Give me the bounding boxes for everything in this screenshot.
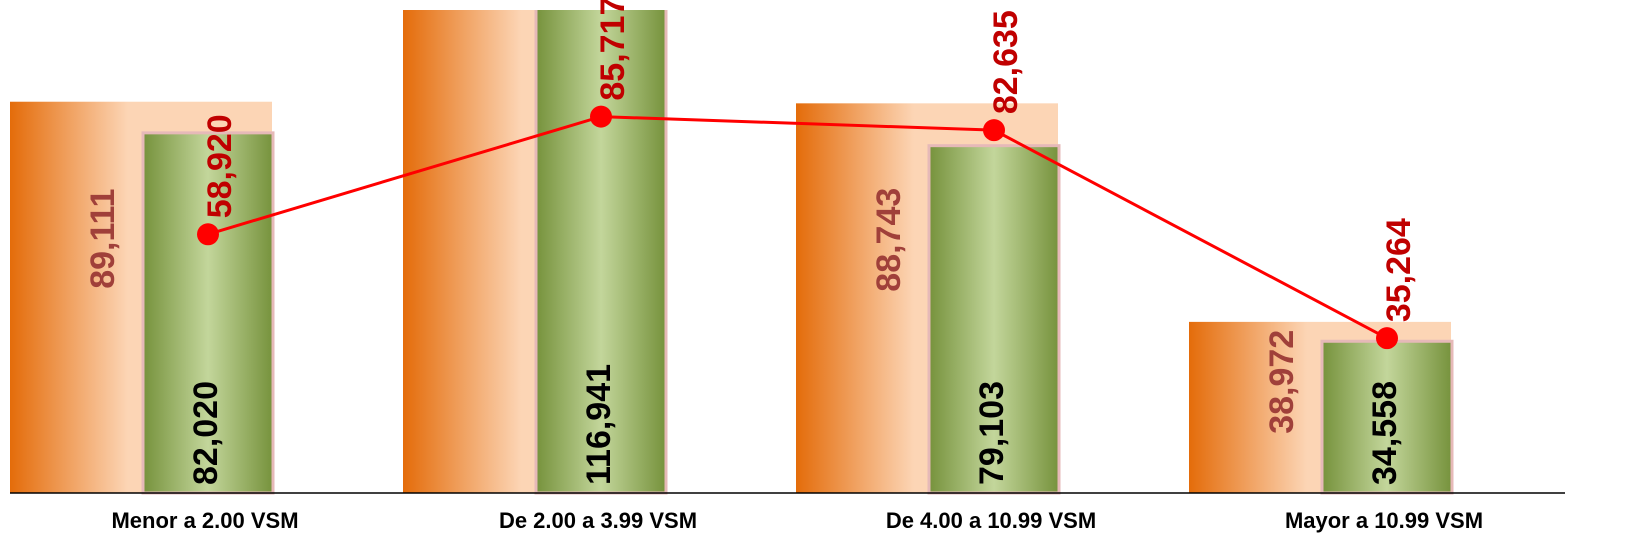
data-label: 82,635: [987, 10, 1025, 114]
data-label: 116,941: [580, 364, 618, 485]
point: [1376, 327, 1398, 350]
data-label: 85,717: [594, 0, 632, 101]
data-label: 35,264: [1380, 218, 1418, 322]
data-label: 88,743: [870, 188, 908, 292]
bar: [141, 131, 275, 495]
point: [197, 223, 219, 246]
point: [590, 105, 612, 128]
data-label: 34,558: [1366, 381, 1404, 485]
point: [983, 119, 1005, 142]
data-label: 58,920: [201, 114, 239, 218]
x-tick-label: Mayor a 10.99 VSM: [1285, 508, 1483, 533]
data-label: 89,111: [84, 189, 122, 289]
data-label: 82,020: [187, 381, 225, 485]
line: [207, 115, 1388, 340]
plot-area: [10, 10, 1454, 495]
data-label: 79,103: [973, 381, 1011, 485]
data-label: 38,972: [1263, 330, 1301, 434]
x-tick-label: Menor a 2.00 VSM: [111, 508, 298, 533]
x-tick-label: De 4.00 a 10.99 VSM: [886, 508, 1096, 533]
x-tick-label: De 2.00 a 3.99 VSM: [499, 508, 697, 533]
